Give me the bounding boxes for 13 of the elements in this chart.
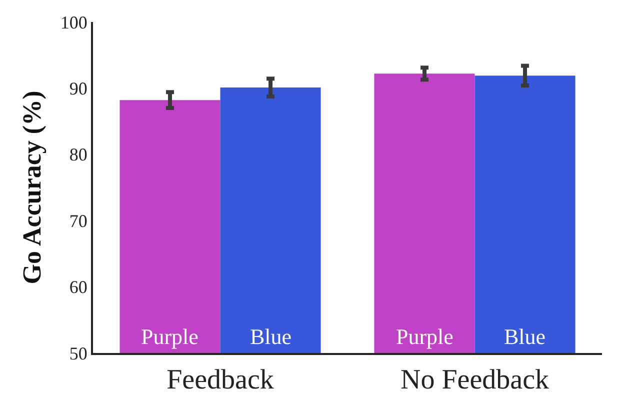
y-tick-label: 60 bbox=[69, 277, 88, 298]
series-label: Blue bbox=[250, 324, 292, 349]
text: Blue bbox=[504, 324, 546, 349]
y-tick-label: 80 bbox=[69, 144, 88, 165]
y-axis-title: Go Accuracy (%) bbox=[17, 90, 46, 284]
y-tick-label: 50 bbox=[69, 343, 88, 364]
y-tick-label: 90 bbox=[69, 78, 88, 98]
y-tick-label: 70 bbox=[69, 210, 88, 231]
series-label: Purple bbox=[141, 324, 198, 349]
x-tick-label: Feedback bbox=[166, 364, 274, 396]
text: Purple bbox=[396, 324, 454, 349]
x-tick-label: No Feedback bbox=[400, 364, 550, 396]
y-tick-label: 100 bbox=[60, 12, 88, 32]
